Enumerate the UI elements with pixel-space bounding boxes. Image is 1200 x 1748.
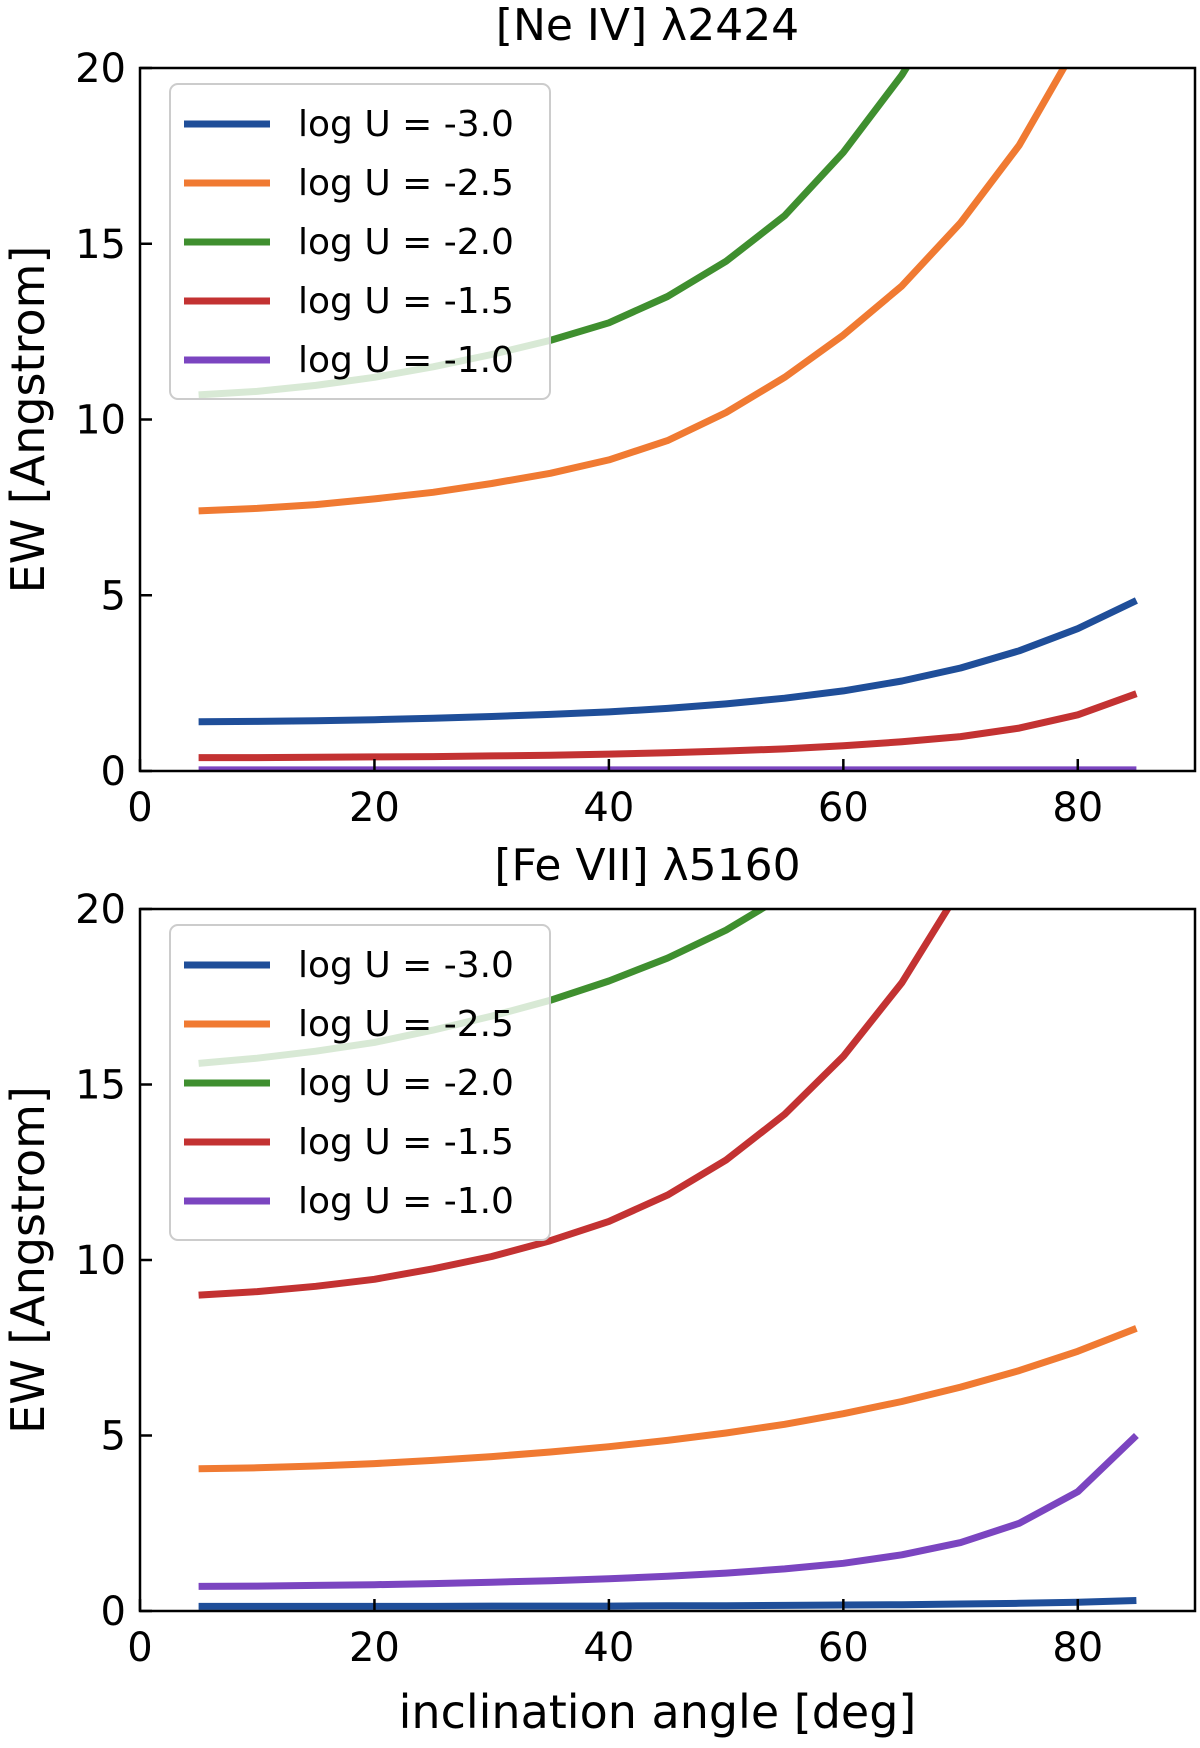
series-line-3: [198, 690, 1138, 762]
y-tick-label: 20: [75, 46, 126, 92]
x-tick-label: 80: [1052, 785, 1103, 831]
legend-label-4: log U = -1.0: [298, 340, 514, 381]
legend-box: [169, 924, 551, 1241]
legend: log U = -3.0 log U = -2.5 log U = -2.0 log …: [169, 924, 551, 1241]
series-line-0: [198, 1597, 1137, 1610]
x-tick-label: 60: [818, 1625, 869, 1671]
y-tick-label: 15: [75, 1063, 126, 1109]
x-tick-label: 0: [127, 1625, 152, 1671]
legend: log U = -3.0 log U = -2.5 log U = -2.0 log …: [169, 83, 551, 400]
series-line-4: [198, 1432, 1139, 1590]
legend-label-2: log U = -2.0: [298, 222, 514, 263]
legend-box: [169, 83, 551, 400]
chart-title: [Ne IV] λ2424: [496, 0, 799, 51]
x-tick-label: 20: [349, 785, 400, 831]
series-line-1: [198, 68, 1068, 515]
panel-ne-iv: 0 20 40 60 80 0 5 10 15 20 [Ne IV] λ2424 EW [Angstr…: [1, 0, 1197, 831]
x-tick-label: 80: [1052, 1625, 1103, 1671]
series-line-0: [198, 597, 1138, 726]
legend-label-3: log U = -1.5: [298, 281, 514, 322]
legend-label-4: log U = -1.0: [298, 1181, 514, 1222]
y-axis-label: EW [Angstrom]: [1, 246, 55, 594]
x-axis-label: inclination angle [deg]: [399, 1685, 917, 1739]
y-tick-label: 20: [75, 887, 126, 933]
y-tick-label: 15: [75, 222, 126, 268]
panel-fe-vii: 0 20 40 60 80 0 5 10 15 20 [Fe VII] λ5160 EW [Angst…: [1, 840, 1197, 1739]
y-tick-label: 0: [101, 749, 126, 795]
x-tick-label: 40: [583, 1625, 634, 1671]
legend-label-0: log U = -3.0: [298, 945, 514, 986]
x-tick-label: 20: [349, 1625, 400, 1671]
series-line-3: [198, 909, 952, 1299]
legend-label-2: log U = -2.0: [298, 1063, 514, 1104]
x-tick-label: 0: [127, 785, 152, 831]
x-tick-label: 60: [818, 785, 869, 831]
y-tick-label: 5: [101, 573, 126, 619]
legend-label-1: log U = -2.5: [298, 163, 514, 204]
y-tick-label: 10: [75, 1238, 126, 1284]
y-tick-label: 5: [101, 1414, 126, 1460]
y-axis-label: EW [Angstrom]: [1, 1086, 55, 1434]
chart-title: [Fe VII] λ5160: [494, 840, 800, 891]
legend-label-1: log U = -2.5: [298, 1004, 514, 1045]
legend-label-0: log U = -3.0: [298, 104, 514, 145]
series-line-1: [198, 1325, 1138, 1473]
x-tick-label: 40: [583, 785, 634, 831]
legend-label-3: log U = -1.5: [298, 1122, 514, 1163]
y-tick-label: 10: [75, 398, 126, 444]
y-tick-label: 0: [101, 1589, 126, 1635]
